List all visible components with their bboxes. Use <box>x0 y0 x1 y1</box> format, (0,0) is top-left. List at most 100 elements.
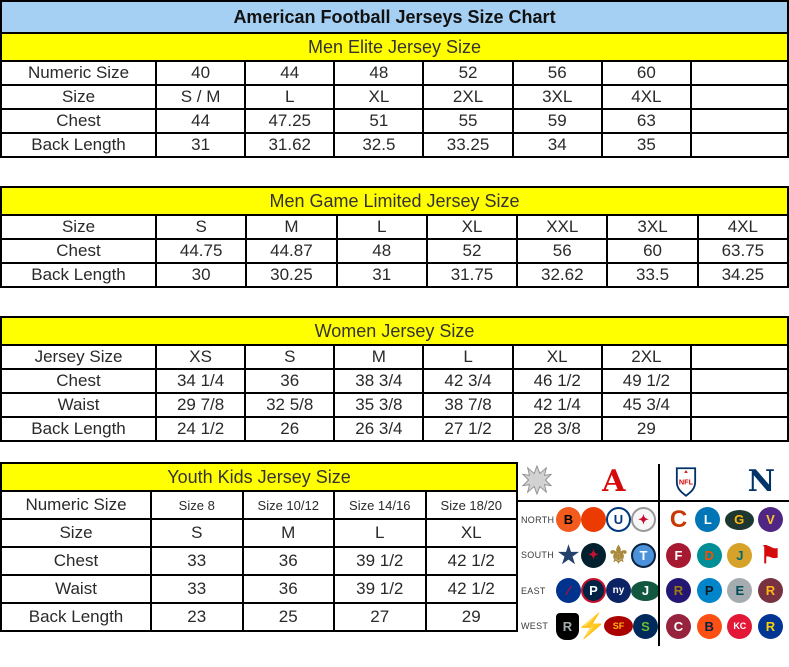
table-cell: XL <box>425 214 519 240</box>
men-elite-size-table: Numeric Size 40 44 48 52 56 60 Size S / M L XL 2XL 3… <box>0 60 789 158</box>
table-cell: 33 <box>150 546 244 576</box>
table-cell: 44 <box>154 108 247 134</box>
table-cell: 26 3/4 <box>333 416 425 442</box>
table-cell: 25 <box>241 602 335 632</box>
table-cell: 36 <box>244 368 336 394</box>
table-row: Back Length 23 25 27 29 <box>0 602 518 632</box>
team-logo-broncos: B <box>696 613 722 639</box>
team-logo-buccaneers: ⚑ <box>759 541 782 569</box>
afc-logo: A <box>602 464 626 499</box>
division-label: WEST <box>521 621 549 632</box>
table-cell: Size 14/16 <box>333 490 427 520</box>
table-row: Size S M L XL <box>0 518 518 548</box>
table-cell: 45 3/4 <box>600 392 693 418</box>
row-label: Size <box>0 214 157 240</box>
table-cell: 4XL <box>696 214 789 240</box>
team-logo-lions: L <box>695 507 721 533</box>
section-header-men-elite: Men Elite Jersey Size <box>0 32 789 62</box>
row-label: Back Length <box>0 416 157 442</box>
nfc-team-group: C B KC R <box>656 613 789 639</box>
table-cell: Size 8 <box>150 490 244 520</box>
section-header-men-game-limited: Men Game Limited Jersey Size <box>0 186 789 216</box>
spacer <box>0 288 789 318</box>
table-cell: 31.75 <box>425 262 519 288</box>
table-cell: 42 3/4 <box>422 368 514 394</box>
table-cell: L <box>333 518 427 548</box>
table-cell: 46 1/2 <box>511 368 603 394</box>
team-logo-falcons: F <box>666 542 691 568</box>
table-cell: M <box>245 214 338 240</box>
table-row: Chest 44.75 44.87 48 52 56 60 63.75 <box>0 238 789 264</box>
table-row: Numeric Size 40 44 48 52 56 60 <box>0 60 789 86</box>
table-cell: 35 3/8 <box>333 392 425 418</box>
table-cell: Size 10/12 <box>241 490 335 520</box>
table-cell: 34.25 <box>696 262 789 288</box>
table-row: Waist 29 7/8 32 5/8 35 3/8 38 7/8 42 1/4 45 3/… <box>0 392 789 418</box>
team-logo-patriots: P <box>581 578 606 604</box>
table-cell: 42 1/4 <box>511 392 603 418</box>
table-cell: 60 <box>606 238 699 264</box>
afc-team-group: R ⚡ SF S <box>556 612 658 640</box>
table-row: Back Length 31 31.62 32.5 33.25 34 35 <box>0 132 789 158</box>
table-cell: 29 7/8 <box>154 392 247 418</box>
table-row: Chest 33 36 39 1/2 42 1/2 <box>0 546 518 576</box>
team-logo-saints: ⚜ <box>607 541 630 569</box>
table-row: Numeric Size Size 8 Size 10/12 Size 14/16 Si… <box>0 490 518 520</box>
team-logo-49ers: SF <box>604 616 633 637</box>
team-logo-chargers: ⚡ <box>576 612 607 640</box>
men-game-limited-size-table: Size S M L XL XXL 3XL 4XL Chest 44.75 44.87 48 52 56 6… <box>0 214 789 288</box>
table-cell: 33 <box>150 574 244 604</box>
division-label: EAST <box>521 585 546 596</box>
table-cell: 59 <box>511 108 603 134</box>
table-cell: 33.25 <box>422 132 514 158</box>
table-cell: 44.75 <box>154 238 248 264</box>
table-cell: 30 <box>154 262 248 288</box>
division-row: WEST R ⚡ SF S C B KC R <box>518 609 789 645</box>
table-cell: 23 <box>150 602 244 632</box>
table-cell: S <box>154 214 248 240</box>
table-cell: 51 <box>333 108 425 134</box>
team-logo-panthers: P <box>696 578 722 604</box>
table-cell: 2XL <box>422 84 514 110</box>
team-logo-browns <box>581 507 606 533</box>
team-logo-redskins: R <box>757 578 783 604</box>
section-men-game-limited: Men Game Limited Jersey Size Size S M L XL XX… <box>0 186 789 288</box>
page-title: American Football Jerseys Size Chart <box>0 0 789 34</box>
team-logo-eagles: E <box>727 578 753 604</box>
bottom-area: Youth Kids Jersey Size Numeric Size Size … <box>0 462 789 646</box>
afc-team-group: ★ ✦ ⚜ T <box>556 541 656 569</box>
women-size-table: Jersey Size XS S M L XL 2XL Chest 34 1/4 36 38 3/4… <box>0 344 789 442</box>
table-row: Chest 44 47.25 51 55 59 63 <box>0 108 789 134</box>
table-cell: 28 3/8 <box>511 416 603 442</box>
row-label: Numeric Size <box>0 490 152 520</box>
table-cell: 27 <box>333 602 427 632</box>
table-cell <box>690 132 789 158</box>
table-cell: XS <box>154 344 247 370</box>
table-cell: 42 1/2 <box>424 546 518 576</box>
row-label: Size <box>0 518 152 548</box>
table-cell: 52 <box>425 238 519 264</box>
table-cell <box>690 84 789 110</box>
table-cell: 38 3/4 <box>333 368 425 394</box>
table-row: Back Length 30 30.25 31 31.75 32.62 33.5 34.25 <box>0 262 789 288</box>
row-label: Waist <box>0 392 157 418</box>
youth-kids-size-table: Numeric Size Size 8 Size 10/12 Size 14/16 Si… <box>0 490 518 632</box>
table-cell <box>690 368 789 394</box>
nfl-shield-label: NFL <box>679 478 694 487</box>
team-logo-bears: C <box>669 506 688 534</box>
team-logo-ravens: R <box>666 578 691 604</box>
section-header-women: Women Jersey Size <box>0 316 789 346</box>
table-cell: 24 1/2 <box>154 416 247 442</box>
table-cell: 4XL <box>600 84 693 110</box>
team-logo-bengals: B <box>556 507 581 533</box>
row-label: Chest <box>0 238 157 264</box>
team-logo-vikings: V <box>757 507 783 533</box>
table-cell: L <box>335 214 428 240</box>
team-logo-titans: T <box>631 542 656 568</box>
team-logo-cowboys: ★ <box>557 541 580 569</box>
table-cell: M <box>241 518 335 548</box>
table-cell: 39 1/2 <box>333 546 427 576</box>
